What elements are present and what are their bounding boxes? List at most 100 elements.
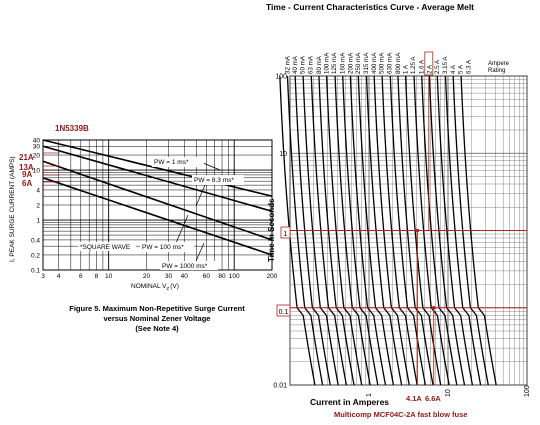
rating-label: 100 mA xyxy=(324,52,331,74)
pw-label-100ms: PW = 100 ms* xyxy=(142,244,184,251)
rating-label: 630 mA xyxy=(387,52,394,74)
part-number-label: 1N5339B xyxy=(55,124,89,133)
right-y-tick-label: 100 xyxy=(275,74,287,81)
red-label-9a: 9A xyxy=(22,170,32,179)
left-x-tick-label: 10 xyxy=(105,273,113,280)
pointer-line xyxy=(202,162,221,171)
left-x-tick-label: 100 xyxy=(229,273,240,280)
rating-label: 250 mA xyxy=(355,52,362,74)
right-x-tick-label: 100 xyxy=(524,385,531,397)
right-y-tick-label: 0.01 xyxy=(273,383,287,390)
red-marker-dot xyxy=(431,305,436,310)
left-x-ticks: 3 4 6 8 10 20 30 40 60 80 100 200 xyxy=(41,273,278,280)
pw-box xyxy=(152,157,204,167)
rating-label: 32 mA xyxy=(284,55,291,74)
left-x-tick-label: 20 xyxy=(143,273,151,280)
rating-label: 2 A xyxy=(426,64,433,74)
pw-label-1000ms: PW = 1000 ms* xyxy=(162,263,208,270)
rating-label: 6.3 A xyxy=(466,59,473,74)
left-x-tick-label: 4 xyxy=(57,273,61,280)
left-y-tick-label: 2 xyxy=(36,203,40,210)
left-series-line xyxy=(42,145,273,213)
rating-label: 4 A xyxy=(450,64,457,74)
left-y-tick-label: 10 xyxy=(33,168,41,175)
caption-line-2: versus Nominal Zener Voltage xyxy=(104,314,211,323)
left-y-tick-label: 40 xyxy=(33,138,41,145)
right-x-ticks: 1 10 100 xyxy=(366,385,531,397)
red-current-4-1a: 4.1A xyxy=(406,394,422,403)
left-y-axis-label: I, PEAK SURGE CURRENT (AMPS) xyxy=(9,156,16,262)
right-y-axis-label: Time in Seconds xyxy=(267,198,276,262)
left-y-tick-label: 20 xyxy=(33,153,41,160)
left-series-line xyxy=(42,160,273,241)
rating-label: 63 mA xyxy=(308,55,315,74)
pw-box xyxy=(140,242,194,252)
left-x-tick-label: 30 xyxy=(165,273,173,280)
boxed-time-label-01: 0.1 xyxy=(279,309,289,316)
left-series-line xyxy=(42,139,273,197)
rating-label: 200 mA xyxy=(347,52,354,74)
pw-label-1ms: PW = 1 ms* xyxy=(154,159,189,166)
rating-label: 400 mA xyxy=(371,52,378,74)
left-x-tick-label: 8 xyxy=(95,273,99,280)
left-x-tick-label: 6 xyxy=(79,273,83,280)
ampere-rating-label-2: Rating xyxy=(488,68,505,74)
pw-label-8ms: PW = 8.3 ms* xyxy=(194,177,234,184)
pointer-line xyxy=(195,242,205,262)
left-y-tick-label: 0.2 xyxy=(31,252,40,259)
left-y-tick-label: 1 xyxy=(36,218,40,225)
left-series-line xyxy=(42,177,273,256)
right-plot: 100 10 1 0.1 0.01 1 10 100 xyxy=(273,74,531,398)
rating-label: 500 mA xyxy=(379,52,386,74)
rating-label: 50 mA xyxy=(300,55,307,74)
ampere-rating-label: Ampere xyxy=(488,61,510,67)
left-x-tick-label: 40 xyxy=(181,273,189,280)
red-current-6-6a: 6.6A xyxy=(425,394,441,403)
left-y-tick-label: 0.4 xyxy=(31,237,40,244)
right-x-tick-label: 10 xyxy=(445,389,452,397)
red-label-6a: 6A xyxy=(22,179,32,188)
boxed-time-01 xyxy=(276,304,291,317)
pointer-line xyxy=(195,184,206,207)
red-label-13a: 13A xyxy=(19,163,34,172)
rating-label: 125 mA xyxy=(331,52,338,74)
rating-label: 1.25 A xyxy=(410,56,417,74)
rating-label: 5 A xyxy=(458,64,465,74)
left-x-axis-label: NOMINAL VZ(V) xyxy=(131,283,179,291)
boxed-time-label-1: 1 xyxy=(284,231,288,238)
right-red-markers xyxy=(290,76,527,385)
left-y-tick-label: 30 xyxy=(33,144,41,151)
left-x-tick-label: 60 xyxy=(203,273,211,280)
pointer-line xyxy=(175,214,189,244)
right-chart-title: Time - Current Characteristics Curve - A… xyxy=(266,2,474,12)
rating-label: 80 mA xyxy=(316,55,323,74)
rating-label: 2.5 A xyxy=(434,59,441,74)
rating-label: 800 mA xyxy=(395,52,402,74)
rating-label: 3.15 A xyxy=(442,56,449,74)
boxed-time-1 xyxy=(280,226,291,239)
pw-box xyxy=(160,261,218,270)
right-x-tick-label: 1 xyxy=(366,393,373,397)
right-x-axis-label: Current in Amperes xyxy=(310,397,389,407)
rating-label: 1.6 A xyxy=(419,59,426,74)
rating-2a-box xyxy=(424,51,434,76)
caption-line-3: (See Note 4) xyxy=(135,324,179,333)
red-label-21a: 21A xyxy=(19,153,34,162)
caption-line-1: Figure 5. Maximum Non-Repetitive Surge C… xyxy=(69,304,245,313)
left-y-tick-label: 0.1 xyxy=(31,268,40,275)
red-marker-dot xyxy=(415,228,420,233)
left-y-tick-label: 4 xyxy=(36,187,40,194)
right-y-tick-label: 10 xyxy=(279,151,287,158)
rating-label: 40 mA xyxy=(292,55,299,74)
left-x-tick-label: 80 xyxy=(218,273,226,280)
pw-box xyxy=(78,242,136,251)
pw-box xyxy=(192,175,244,185)
rating-label: 315 mA xyxy=(363,52,370,74)
rating-labels: 32 mA 40 mA 50 mA 63 mA 80 mA 100 mA 125 mA 160… xyxy=(284,51,473,76)
left-x-tick-label: 200 xyxy=(267,273,278,280)
square-wave-note: *SQUARE WAVE xyxy=(80,244,131,251)
left-x-tick-label: 3 xyxy=(41,273,45,280)
left-series xyxy=(42,139,273,262)
